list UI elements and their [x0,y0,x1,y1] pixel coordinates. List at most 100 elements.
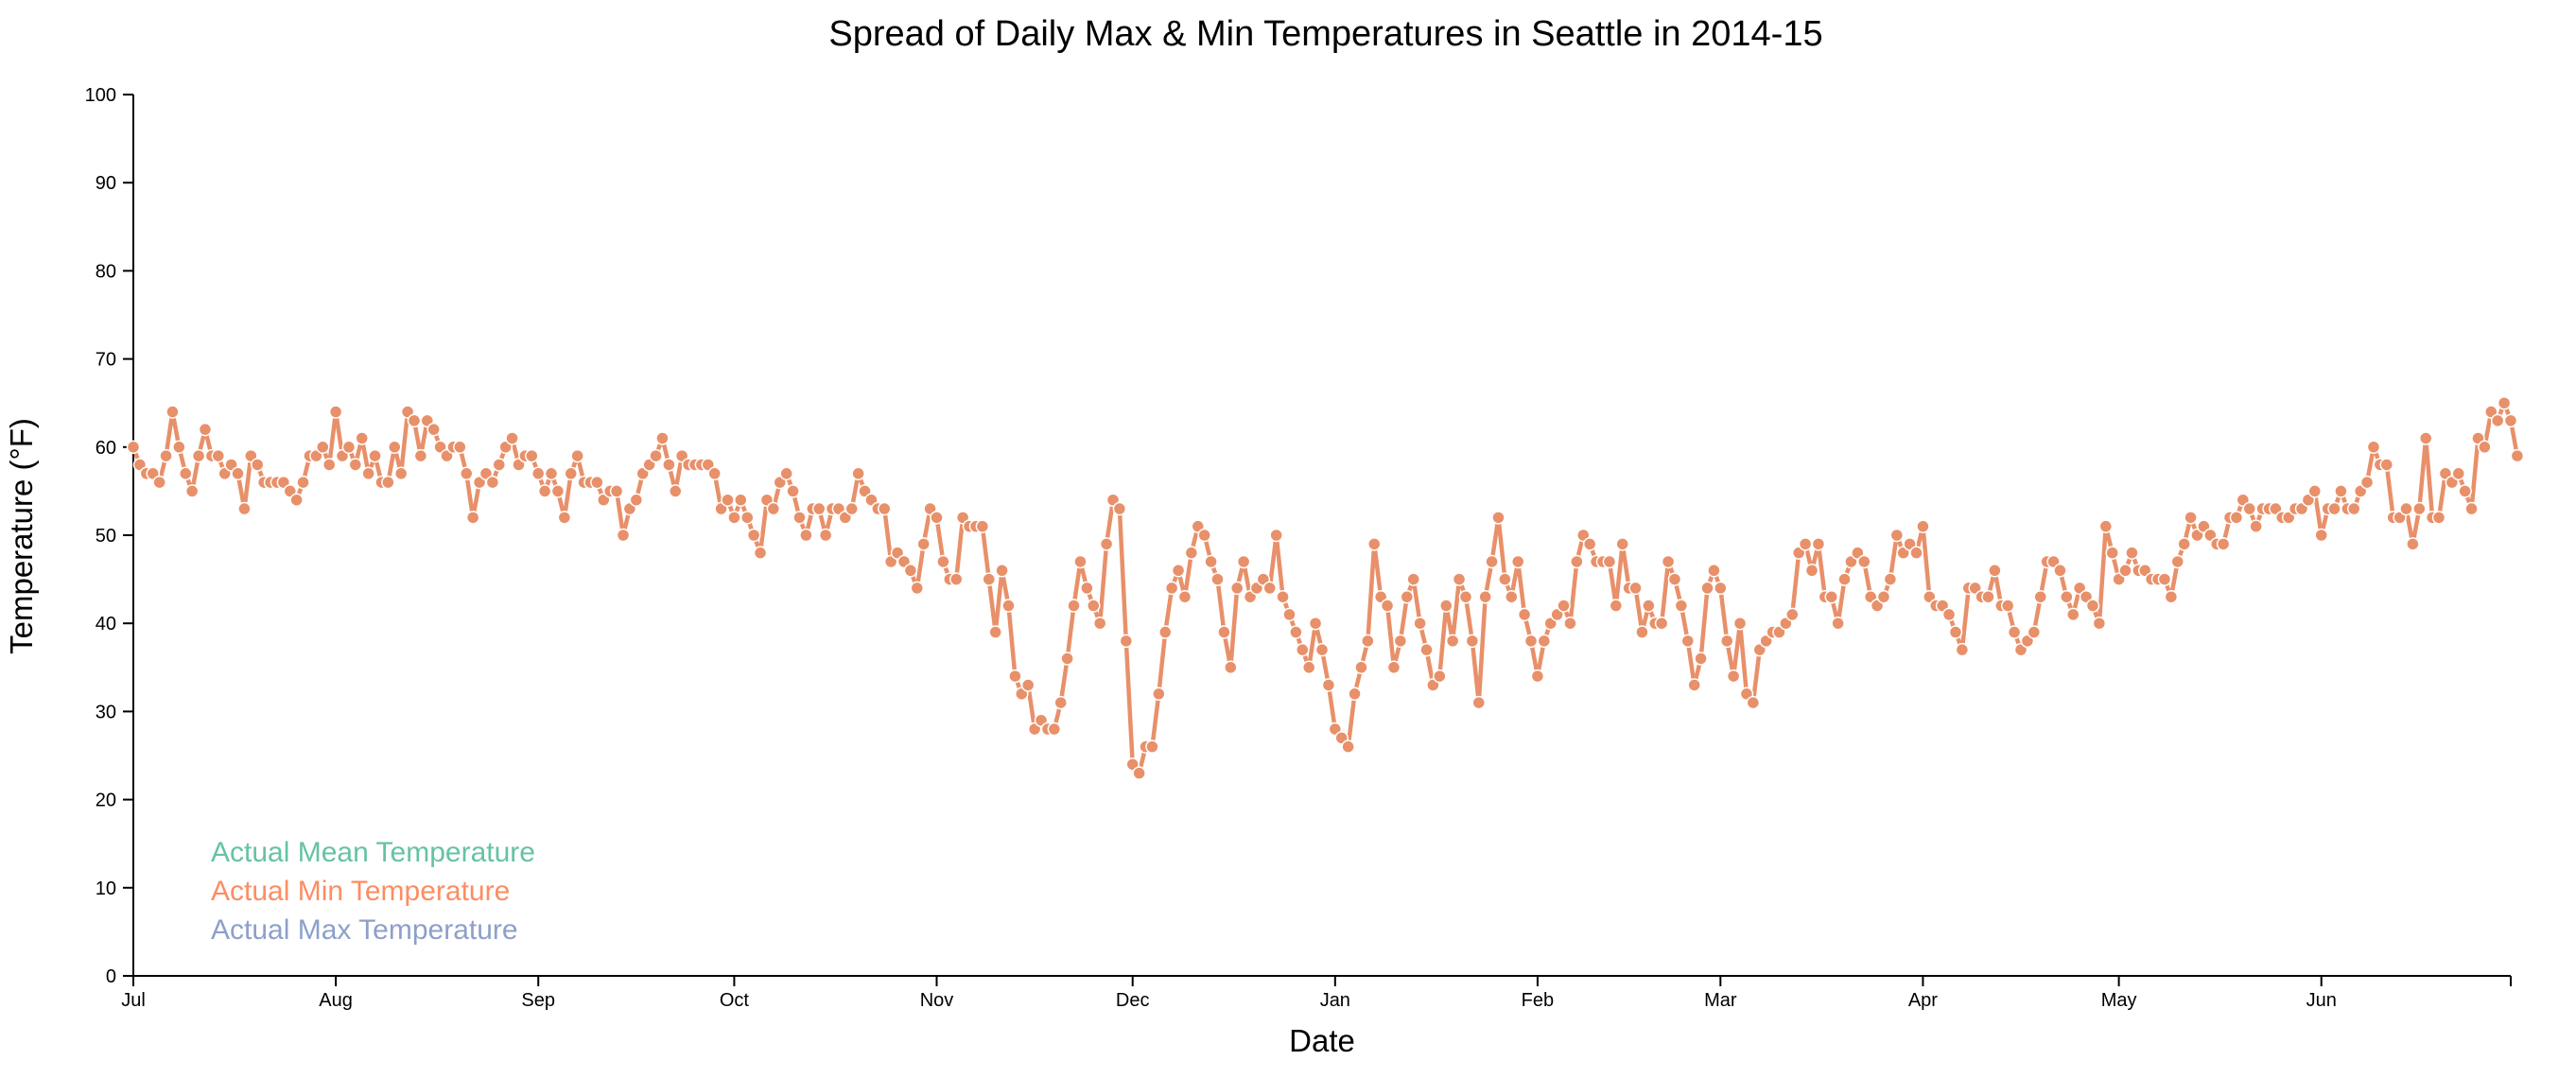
data-point [1628,581,1643,596]
data-point [1694,652,1708,666]
data-point [184,484,200,498]
data-point [1609,599,1624,613]
y-tick-label: 10 [96,878,116,899]
data-point [1400,589,1415,604]
x-tick-label: Jul [121,990,146,1011]
data-point [211,448,226,463]
data-point [388,440,402,455]
data-point [2184,511,2198,525]
data-point [1184,546,1199,560]
data-point [1517,607,1532,622]
data-point [2177,537,2191,551]
data-point [1445,634,1460,649]
y-axis: 0 10 20 30 40 50 60 70 80 90 100 [85,85,134,987]
data-point [1380,599,1395,613]
data-point [1557,599,1571,613]
data-point [1282,607,1297,622]
y-tick-label: 20 [96,791,116,811]
legend-item: Actual Min Temperature [211,876,510,907]
data-point [1811,537,1826,551]
data-point [1615,537,1629,551]
data-point [1236,554,1251,569]
data-point [1700,581,1714,596]
data-point [1981,589,1995,604]
data-point [537,484,552,498]
data-point [1889,528,1905,543]
data-point [1505,589,1519,604]
data-point [453,440,467,455]
data-point [1857,554,1871,569]
x-tick-label: Mar [1704,990,1737,1011]
data-point [988,625,1002,639]
data-point [1714,581,1728,596]
data-point [1092,616,1107,631]
data-point [1530,669,1545,684]
data-point [1831,616,1845,631]
legend-item: Actual Mean Temperature [211,837,535,868]
data-point [1112,501,1127,516]
data-point [1308,616,1323,631]
data-point [1732,616,1748,631]
data-point [818,528,833,543]
data-point [609,484,624,498]
data-point [2406,537,2420,551]
data-point [590,475,604,490]
data-point [544,466,559,481]
data-point [1341,739,1355,754]
data-point [2431,511,2446,525]
data-point [2105,546,2119,560]
series-line [131,400,2520,775]
data-point [1080,581,1094,596]
data-point [531,466,546,481]
data-point [1289,625,1303,639]
data-point [1948,625,1963,639]
data-point [355,431,369,445]
data-point [616,528,631,543]
data-point [1661,554,1676,569]
data-point [1916,519,1930,533]
data-point [1667,572,1682,586]
data-point [2170,554,2185,569]
data-point [734,493,748,507]
data-point [1465,634,1480,649]
data-point [126,440,141,455]
data-point [786,484,800,498]
data-point [916,537,931,551]
x-tick-label: Feb [1522,990,1554,1011]
data-point [2327,501,2341,516]
data-point [669,484,683,498]
data-point [1988,564,2002,578]
y-tick-label: 80 [96,261,116,282]
data-point [982,572,997,586]
data-point [2399,501,2413,516]
x-tick-label: Dec [1116,990,1150,1011]
data-point [2027,625,2042,639]
series-min-temperature [126,395,2525,780]
data-point [570,448,584,463]
data-point [1635,625,1649,639]
data-point [746,528,761,543]
data-point [1687,678,1701,692]
data-point [1177,589,1192,604]
x-tick-label: Sep [521,990,555,1011]
x-axis-title: Date [1289,1023,1355,1058]
data-point [485,475,500,490]
data-point [1719,634,1734,649]
data-point [1602,554,1617,569]
data-point [1361,634,1375,649]
data-point [1152,687,1166,702]
data-point [930,511,944,525]
data-point [1726,669,1741,684]
data-point [1087,599,1101,613]
data-point [2314,528,2328,543]
y-tick-label: 50 [96,526,116,547]
data-point [2000,599,2015,613]
data-point [1746,695,1761,710]
y-tick-label: 70 [96,350,116,371]
data-point [1020,678,1036,692]
x-tick-label: Jan [1320,990,1350,1011]
data-point [413,448,428,463]
data-point [289,493,304,507]
data-point [2092,616,2107,631]
